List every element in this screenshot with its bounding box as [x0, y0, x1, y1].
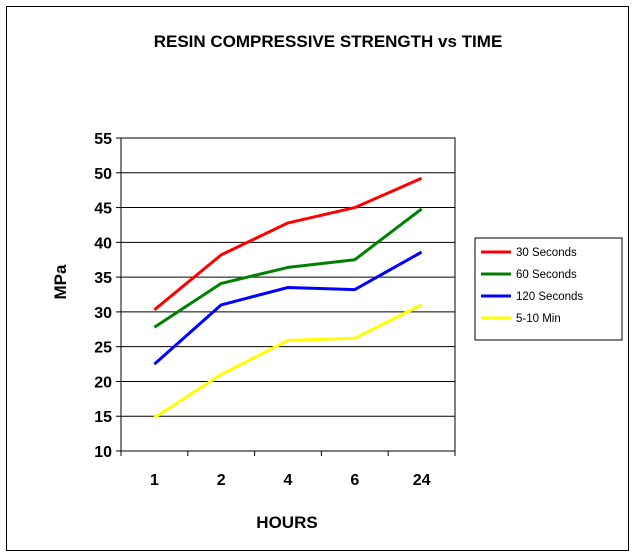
y-tick-labels: 10 15 20 25 30 35 40 45 50 55 [94, 131, 112, 461]
plot-area [120, 137, 456, 452]
legend: 30 Seconds 60 Seconds 120 Seconds 5-10 Min [474, 237, 623, 341]
legend-label: 60 Seconds [516, 269, 577, 281]
x-tick-label: 1 [150, 472, 159, 489]
y-tick-label: 40 [94, 235, 112, 252]
y-tick-label: 55 [94, 131, 112, 148]
y-tick-label: 45 [94, 201, 112, 218]
x-tick-label: 24 [413, 472, 431, 489]
x-tick-label: 6 [350, 472, 359, 489]
y-tick-label: 30 [94, 305, 112, 322]
x-tick-label: 2 [217, 472, 226, 489]
y-axis-label: MPa [51, 264, 70, 300]
x-tick-labels: 1 2 4 6 24 [150, 472, 431, 489]
legend-label: 120 Seconds [516, 291, 583, 303]
series-lines [153, 176, 423, 419]
chart-title: RESIN COMPRESSIVE STRENGTH vs TIME [154, 32, 503, 51]
y-tick-label: 25 [94, 340, 112, 357]
y-tick-label: 50 [94, 166, 112, 183]
y-tick-label: 20 [94, 374, 112, 391]
series-line-30-seconds [153, 176, 423, 311]
legend-label: 30 Seconds [516, 247, 577, 259]
y-tick-label: 35 [94, 270, 112, 287]
series-line-60-seconds [153, 207, 423, 329]
y-tick-label: 10 [94, 444, 112, 461]
series-line-120-seconds [153, 250, 423, 366]
legend-label: 5-10 Min [516, 313, 561, 325]
legend-box [474, 237, 623, 341]
y-tick-label: 15 [94, 409, 112, 426]
series-line-5-10-min [153, 303, 423, 419]
x-axis-label: HOURS [256, 513, 317, 532]
x-tick-label: 4 [284, 472, 293, 489]
